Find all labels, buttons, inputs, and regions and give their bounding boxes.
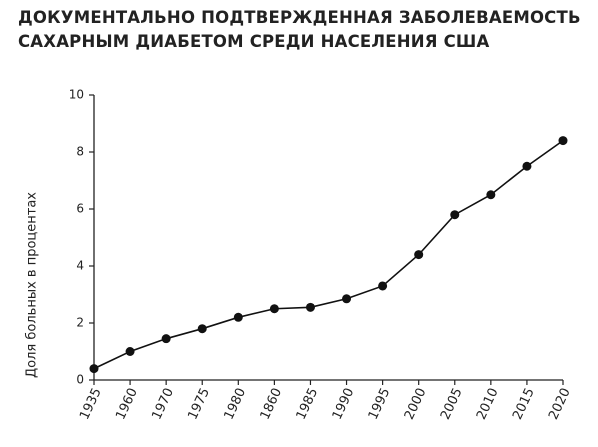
- point: [161, 334, 171, 344]
- x-tick-label: 1935: [77, 386, 105, 422]
- point: [522, 161, 532, 171]
- point: [305, 302, 315, 312]
- y-tick-label: 0: [76, 373, 84, 387]
- point: [342, 294, 352, 304]
- point: [414, 250, 424, 260]
- y-tick-label: 2: [76, 316, 84, 330]
- point: [197, 324, 207, 334]
- x-tick-label: 2005: [438, 386, 466, 422]
- chart-title: ДОКУМЕНТАЛЬНО ПОДТВЕРЖДЕННАЯ ЗАБОЛЕВАЕМО…: [18, 8, 581, 51]
- line: [93, 139, 564, 370]
- point: [269, 304, 279, 314]
- y-axis-label: Доля больных в процентах: [25, 192, 40, 378]
- y-tick-label: 8: [76, 145, 84, 159]
- x-tick-label: 1970: [149, 386, 177, 422]
- point: [233, 312, 243, 322]
- point: [450, 210, 460, 220]
- x-tick-label: 2000: [402, 386, 430, 422]
- y-tick-label: 4: [76, 259, 84, 273]
- x-tick-label: 2015: [510, 386, 538, 422]
- x-tick-label: 1990: [330, 386, 358, 422]
- y-tick-label: 10: [69, 88, 84, 102]
- x-tick-label: 1985: [294, 386, 322, 422]
- x-tick-label: 1980: [222, 386, 250, 422]
- point: [89, 364, 99, 374]
- point: [486, 190, 496, 200]
- x-tick-label: 2010: [474, 386, 502, 422]
- x-tick-label: 1960: [113, 386, 141, 422]
- point: [378, 281, 388, 291]
- point: [125, 347, 135, 356]
- x-tick-label: 1860: [258, 386, 286, 422]
- point: [558, 136, 568, 146]
- y-tick-label: 6: [76, 202, 84, 216]
- x-tick-label: 2020: [546, 386, 574, 422]
- x-tick-label: 1995: [366, 386, 394, 422]
- x-tick-label: 1975: [185, 386, 213, 422]
